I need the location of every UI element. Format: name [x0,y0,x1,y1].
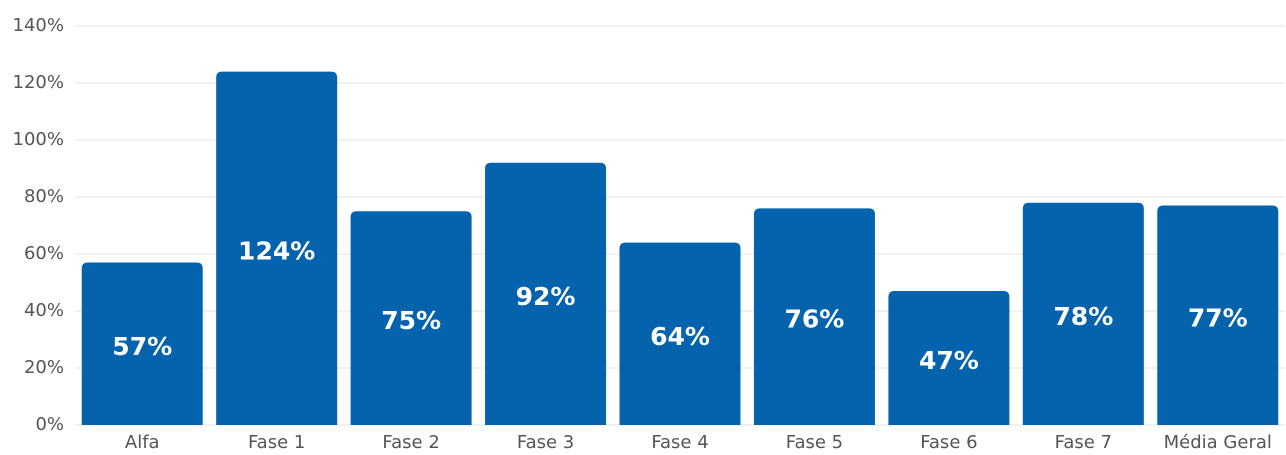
bar [619,242,741,425]
bar [350,211,472,425]
value-label: 92% [516,282,576,311]
x-tick-label: Fase 3 [517,432,574,453]
bar [1157,205,1279,425]
x-tick-label: Fase 1 [248,432,305,453]
value-label: 76% [785,305,845,334]
bar [485,162,607,426]
x-tick-label: Fase 7 [1055,432,1112,453]
value-label: 64% [650,322,710,351]
y-tick-label: 80% [24,186,64,207]
y-tick-label: 60% [24,243,64,264]
y-tick-label: 140% [13,15,64,36]
y-tick-label: 100% [13,129,64,150]
x-tick-label: Fase 6 [920,432,977,453]
bar [753,208,875,425]
x-tick-label: Fase 2 [382,432,439,453]
value-label: 124% [238,236,315,265]
value-label: 57% [112,332,172,361]
bar [81,262,203,425]
bar [1022,202,1144,425]
value-label: 77% [1188,303,1248,332]
value-label: 47% [919,346,979,375]
y-tick-label: 120% [13,72,64,93]
bar [888,291,1010,425]
x-tick-label: Fase 5 [786,432,843,453]
x-tick-label: Média Geral [1164,432,1272,453]
value-label: 78% [1053,302,1113,331]
y-tick-label: 40% [24,300,64,321]
bar [216,71,338,425]
value-label: 75% [381,306,441,335]
y-tick-label: 20% [24,357,64,378]
x-tick-label: Fase 4 [651,432,708,453]
x-tick-label: Alfa [125,432,160,453]
y-tick-label: 0% [35,414,64,435]
